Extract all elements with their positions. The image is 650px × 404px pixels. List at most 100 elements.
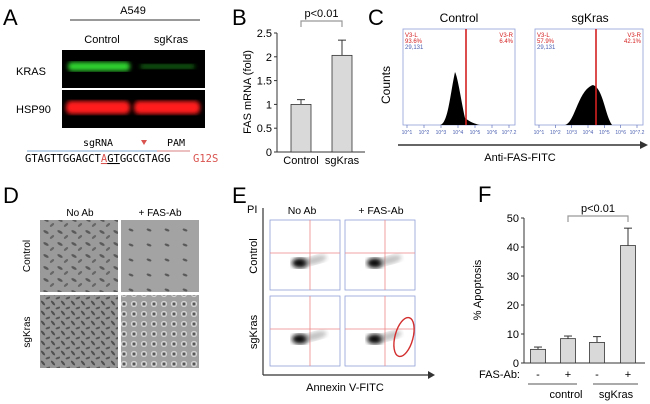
- cell-population: [292, 258, 308, 268]
- d-row-control: Control: [22, 240, 33, 272]
- gate-right-pct: 6.4%: [499, 39, 513, 45]
- x-tick-label: 10^4: [583, 130, 594, 136]
- histogram-sgkras: V3-L 57.9% 29,131 V3-R 42.1%: [534, 28, 644, 126]
- dotplot: [269, 295, 341, 367]
- b-ylabel: FAS mRNA (fold): [242, 50, 254, 134]
- f-ylabel: % Apoptosis: [472, 259, 484, 320]
- kras-band-sgkras: [140, 64, 195, 69]
- event-count: 29,131: [537, 45, 556, 51]
- x-tick-label: 10^7.2: [502, 130, 517, 136]
- mutation-label: G12S: [193, 153, 218, 165]
- f-group-sgkras: sgKras: [599, 389, 634, 401]
- bar: [331, 54, 353, 153]
- y-tick-label: 1: [266, 99, 272, 111]
- cell-population-tail: [303, 331, 327, 341]
- x-tick-label: 10^5: [599, 130, 610, 136]
- d-col-fas-ab: + FAS-Ab: [138, 208, 182, 219]
- gate-left-pct: 57.9%: [537, 39, 555, 45]
- cell-population: [367, 334, 383, 344]
- micrograph-control-fas-ab: [121, 220, 199, 292]
- x-tick-label: -: [595, 369, 599, 381]
- micrograph-sgkras-no-ab: [40, 295, 118, 368]
- bar: [530, 348, 546, 364]
- hsp90-band-control: [66, 101, 130, 114]
- x-tick-label: 10^5: [470, 130, 481, 136]
- p-value-annotation: p<0.01: [581, 203, 615, 215]
- x-tick-label: 10^3: [436, 130, 447, 136]
- panel-letter-b: B: [232, 5, 247, 30]
- arrow-right-icon: [640, 141, 648, 149]
- cut-site-triangle-icon: [141, 140, 147, 145]
- significance-bracket: [300, 20, 343, 27]
- e-col-no-ab: No Ab: [288, 205, 317, 217]
- d-row-sgkras: sgKras: [22, 316, 33, 347]
- gate-right-label: V3-R: [627, 33, 641, 39]
- cell-line-label: A549: [120, 5, 146, 17]
- micrograph-sgkras-fas-ab: [121, 295, 199, 368]
- panel-letter-f: F: [478, 182, 491, 207]
- e-row-control: Control: [248, 238, 260, 273]
- x-tick-label: 10^2: [419, 130, 430, 136]
- histogram-x-ticks: 10^1 10^2 10^3 10^4 10^5 10^6 10^7.2: [402, 125, 517, 136]
- sequence-prefix: GTAGTTGGAGCT: [25, 153, 102, 165]
- gate-left-pct: 93.6%: [405, 39, 423, 45]
- panel-f-bar-chart: % Apoptosis FAS-Ab: control sgKras 0 10 20…: [472, 203, 645, 401]
- p-value-annotation: p<0.01: [305, 8, 339, 20]
- panel-letter-e: E: [232, 183, 247, 208]
- dotplot: [344, 295, 416, 367]
- c-title-sgkras: sgKras: [571, 11, 608, 25]
- dotplot: [269, 219, 341, 291]
- significance-bracket: [567, 215, 629, 222]
- x-tick-label: 10^6: [615, 130, 626, 136]
- y-tick-label: 2.5: [257, 28, 272, 40]
- panel-letter-c: C: [368, 5, 384, 30]
- x-tick-label: 10^6: [487, 130, 498, 136]
- y-tick-label: 1.5: [257, 76, 272, 88]
- x-tick-label: +: [625, 369, 631, 381]
- cell-population-tail: [378, 255, 402, 265]
- e-row-sgkras: sgKras: [248, 314, 260, 349]
- dotplot-frame: [269, 219, 341, 291]
- panel-b-bar-chart: FAS mRNA (fold) 0 0.5 1 1.5 2 2.5 Control sgKra…: [242, 8, 365, 167]
- dotplot-frame: [269, 295, 341, 367]
- panel-letter-a: A: [3, 5, 18, 30]
- sgrna-label: sgRNA: [83, 138, 113, 149]
- histogram-control: V3-L 93.6% 29,131 V3-R 6.4%: [402, 28, 516, 126]
- sequence-underlined: GT: [107, 153, 120, 165]
- gate-right-label: V3-R: [499, 33, 513, 39]
- y-tick-label: 0: [266, 147, 272, 159]
- f-group-control: control: [549, 389, 582, 401]
- d-col-no-ab: No Ab: [66, 208, 94, 219]
- gate-left-label: V3-L: [537, 33, 550, 39]
- gate-right-pct: 42.1%: [624, 39, 642, 45]
- cell-population: [367, 258, 383, 268]
- x-tick-label: 10^7.2: [630, 130, 645, 136]
- bar: [560, 338, 576, 364]
- x-tick-label: +: [565, 369, 571, 381]
- y-tick-label: 0: [513, 358, 519, 370]
- c-xlabel: Anti-FAS-FITC: [484, 152, 556, 164]
- e-col-fas-ab: + FAS-Ab: [358, 205, 403, 217]
- sequence-suffix: GGCGTAGG: [120, 153, 171, 165]
- row-label-hsp90: HSP90: [16, 104, 51, 116]
- apoptotic-gate: [393, 316, 415, 358]
- bar: [620, 245, 636, 364]
- hsp90-band-sgkras: [134, 101, 200, 114]
- arrow-right-icon: [428, 371, 435, 379]
- x-tick-label: 10^3: [566, 130, 577, 136]
- bar: [589, 342, 605, 364]
- y-tick-label: 0.5: [257, 123, 272, 135]
- x-tick-label: Control: [283, 155, 318, 167]
- y-tick-label: 50: [507, 213, 519, 225]
- panel-d-micrographs: No Ab + FAS-Ab Control sgKras: [22, 208, 199, 368]
- sequence-mutated-base: A: [101, 153, 108, 165]
- sgrna-sequence: GTAGTTGGAGCTAGTGGCGTAGG: [25, 153, 170, 165]
- dotplot-frame: [344, 295, 416, 367]
- gate-left-label: V3-L: [405, 33, 418, 39]
- row-label-kras: KRAS: [16, 66, 46, 78]
- event-count: 29,131: [405, 45, 424, 51]
- f-fas-ab-label: FAS-Ab:: [479, 369, 520, 381]
- x-tick-label: 10^4: [453, 130, 464, 136]
